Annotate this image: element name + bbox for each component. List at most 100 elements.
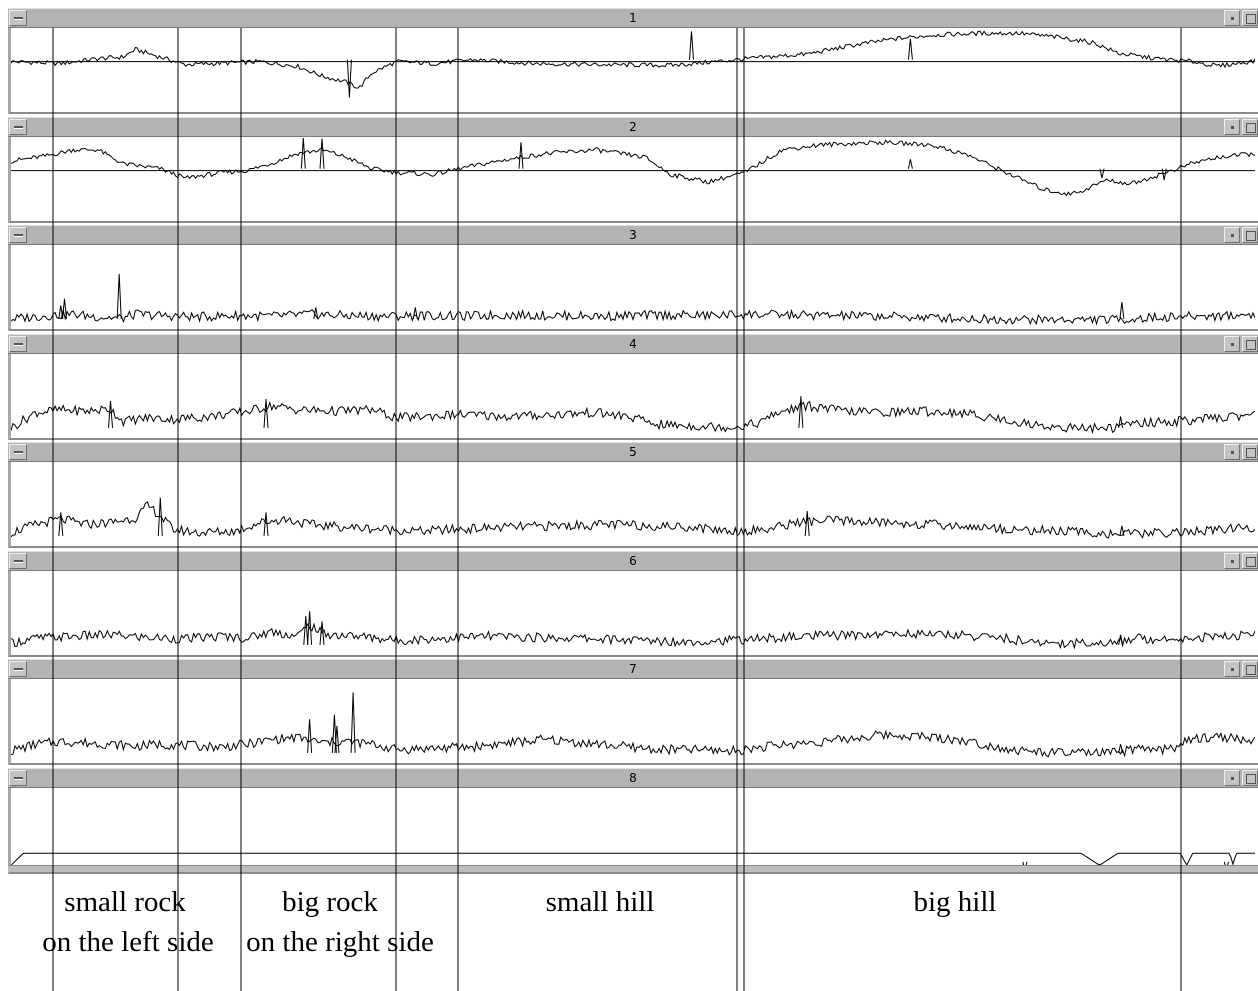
window-menu-button[interactable] bbox=[9, 444, 27, 460]
channel-title: 8 bbox=[629, 771, 637, 785]
minimize-icon bbox=[1231, 126, 1234, 129]
plot-area bbox=[8, 245, 1258, 331]
minus-icon bbox=[14, 451, 23, 454]
channel-title: 3 bbox=[629, 228, 637, 242]
signal-spike bbox=[58, 512, 64, 536]
channel-title: 7 bbox=[629, 662, 637, 676]
signal-plot bbox=[11, 611, 1255, 650]
maximize-button[interactable] bbox=[1242, 10, 1258, 26]
minimize-button[interactable] bbox=[1224, 770, 1240, 786]
maximize-icon bbox=[1246, 448, 1256, 458]
maximize-button[interactable] bbox=[1242, 553, 1258, 569]
signal-plot bbox=[11, 396, 1255, 435]
maximize-icon bbox=[1246, 123, 1256, 133]
maximize-icon bbox=[1246, 14, 1256, 24]
channel-panel-7: 7 bbox=[8, 659, 1258, 765]
maximize-icon bbox=[1246, 774, 1256, 784]
signal-spike bbox=[58, 305, 64, 319]
channel-titlebar[interactable]: 3 bbox=[8, 225, 1258, 245]
signal-plot bbox=[11, 497, 1255, 539]
window-menu-button[interactable] bbox=[9, 10, 27, 26]
minimize-button[interactable] bbox=[1224, 444, 1240, 460]
signal-trace bbox=[11, 622, 1255, 650]
signal-plot bbox=[11, 852, 1255, 872]
maximize-icon bbox=[1246, 557, 1256, 567]
region-label-big-rock-side: on the right side bbox=[246, 926, 434, 958]
channel-titlebar[interactable]: 4 bbox=[8, 334, 1258, 354]
minimize-button[interactable] bbox=[1224, 661, 1240, 677]
signal-plot bbox=[11, 273, 1255, 326]
bottom-scroll-strip[interactable] bbox=[8, 865, 1258, 872]
signal-spike bbox=[300, 137, 306, 169]
channel-panel-1: 1 bbox=[8, 8, 1258, 114]
minus-icon bbox=[14, 234, 23, 237]
signal-plot bbox=[11, 692, 1255, 758]
minimize-button[interactable] bbox=[1224, 553, 1240, 569]
channel-title: 6 bbox=[629, 554, 637, 568]
channel-titlebar[interactable]: 8 bbox=[8, 768, 1258, 788]
maximize-button[interactable] bbox=[1242, 661, 1258, 677]
window-menu-button[interactable] bbox=[9, 336, 27, 352]
window-menu-button[interactable] bbox=[9, 553, 27, 569]
channel-panel-6: 6 bbox=[8, 551, 1258, 657]
signal-spike bbox=[350, 692, 356, 753]
maximize-icon bbox=[1246, 231, 1256, 241]
region-label-small-rock: small rock bbox=[64, 886, 186, 918]
minus-icon bbox=[14, 777, 23, 780]
signal-spike bbox=[804, 511, 810, 536]
channel-panel-2: 2 bbox=[8, 117, 1258, 223]
minimize-button[interactable] bbox=[1224, 10, 1240, 26]
signal-spike bbox=[319, 138, 325, 169]
minus-icon bbox=[14, 668, 23, 671]
signal-trace bbox=[11, 400, 1255, 435]
region-label-big-hill: big hill bbox=[913, 886, 997, 918]
minimize-icon bbox=[1231, 234, 1234, 237]
signal-trace bbox=[11, 852, 1255, 866]
plot-area bbox=[8, 28, 1258, 114]
minus-icon bbox=[14, 560, 23, 563]
channel-titlebar[interactable]: 6 bbox=[8, 551, 1258, 571]
region-label-big-rock: big rock bbox=[282, 886, 378, 918]
signal-spike bbox=[907, 38, 913, 60]
minimize-button[interactable] bbox=[1224, 119, 1240, 135]
maximize-icon bbox=[1246, 665, 1256, 675]
channel-titlebar[interactable]: 1 bbox=[8, 8, 1258, 28]
minimize-icon bbox=[1231, 560, 1234, 563]
signal-spike bbox=[1161, 168, 1167, 181]
signal-spike bbox=[1118, 744, 1124, 754]
minimize-icon bbox=[1231, 777, 1234, 780]
minimize-icon bbox=[1231, 343, 1234, 346]
minimize-icon bbox=[1231, 451, 1234, 454]
minimize-button[interactable] bbox=[1224, 227, 1240, 243]
region-label-small-rock-side: on the left side bbox=[42, 926, 214, 958]
signal-spike bbox=[518, 142, 524, 169]
plot-area bbox=[8, 571, 1258, 657]
signal-trace bbox=[11, 500, 1255, 539]
channel-title: 2 bbox=[629, 120, 637, 134]
maximize-button[interactable] bbox=[1242, 770, 1258, 786]
window-menu-button[interactable] bbox=[9, 227, 27, 243]
signal-spike bbox=[334, 725, 340, 753]
channel-titlebar[interactable]: 2 bbox=[8, 117, 1258, 137]
maximize-button[interactable] bbox=[1242, 119, 1258, 135]
signal-spike bbox=[1119, 302, 1125, 319]
signal-plot bbox=[11, 30, 1255, 98]
channel-panel-4: 4 bbox=[8, 334, 1258, 440]
signal-spike bbox=[307, 611, 313, 645]
channel-titlebar[interactable]: 5 bbox=[8, 442, 1258, 462]
window-menu-button[interactable] bbox=[9, 119, 27, 135]
channel-titlebar[interactable]: 7 bbox=[8, 659, 1258, 679]
maximize-button[interactable] bbox=[1242, 227, 1258, 243]
plot-area bbox=[8, 788, 1258, 874]
signal-spike bbox=[1099, 168, 1105, 179]
signal-spike bbox=[346, 59, 352, 98]
maximize-button[interactable] bbox=[1242, 444, 1258, 460]
minimize-button[interactable] bbox=[1224, 336, 1240, 352]
signal-spike bbox=[313, 307, 319, 319]
plot-area bbox=[8, 137, 1258, 223]
signal-trace bbox=[11, 30, 1255, 89]
maximize-button[interactable] bbox=[1242, 336, 1258, 352]
window-menu-button[interactable] bbox=[9, 770, 27, 786]
window-menu-button[interactable] bbox=[9, 661, 27, 677]
signal-spike bbox=[798, 396, 804, 428]
